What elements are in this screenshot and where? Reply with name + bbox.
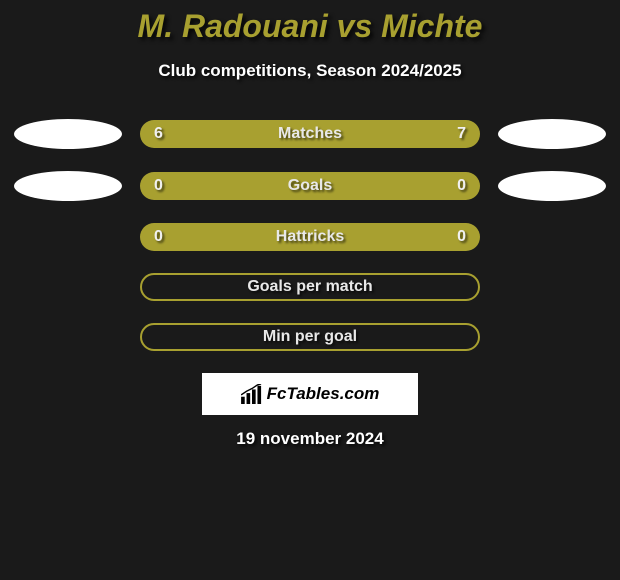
player-left-ellipse: [14, 119, 122, 149]
stat-value-left: 0: [154, 228, 163, 246]
page-subtitle: Club competitions, Season 2024/2025: [0, 61, 620, 81]
date-label: 19 november 2024: [0, 429, 620, 449]
stat-bar: 0 Hattricks 0: [140, 223, 480, 251]
stat-bar: 6 Matches 7: [140, 120, 480, 148]
stat-value-left: 0: [154, 177, 163, 195]
stat-label: Goals: [288, 177, 332, 195]
stat-value-right: 0: [457, 228, 466, 246]
brand-label: FcTables.com: [267, 384, 380, 404]
stat-value-right: 0: [457, 177, 466, 195]
player-left-ellipse: [14, 171, 122, 201]
stat-value-right: 7: [457, 125, 466, 143]
player-right-ellipse: [498, 171, 606, 201]
stats-list: 6 Matches 7 0 Goals 0 0 Hattricks 0 Goals per mat…: [0, 119, 620, 351]
player-right-ellipse: [498, 119, 606, 149]
stat-row: Goals per match: [0, 273, 620, 301]
page-title: M. Radouani vs Michte: [0, 8, 620, 45]
stat-row: 0 Goals 0: [0, 171, 620, 201]
comparison-container: M. Radouani vs Michte Club competitions,…: [0, 0, 620, 449]
stat-label: Min per goal: [263, 328, 357, 346]
stat-label: Goals per match: [247, 278, 372, 296]
stat-bar: 0 Goals 0: [140, 172, 480, 200]
stat-row: 6 Matches 7: [0, 119, 620, 149]
stat-value-left: 6: [154, 125, 163, 143]
stat-row: 0 Hattricks 0: [0, 223, 620, 251]
stat-label: Matches: [278, 125, 342, 143]
stat-row: Min per goal: [0, 323, 620, 351]
brand-box: FcTables.com: [202, 373, 418, 415]
chart-icon: [241, 384, 263, 404]
stat-label: Hattricks: [276, 228, 344, 246]
stat-bar: Goals per match: [140, 273, 480, 301]
stat-bar: Min per goal: [140, 323, 480, 351]
